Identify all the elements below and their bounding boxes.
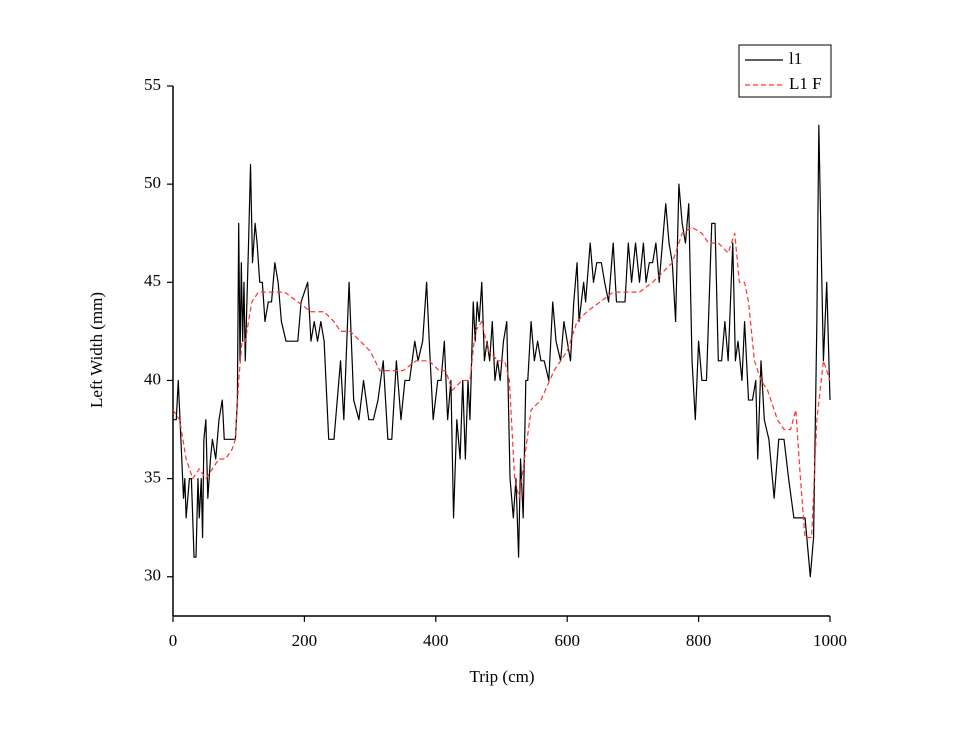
legend-label: L1 F (789, 74, 822, 93)
legend-box (738, 44, 832, 98)
y-tick-label: 30 (144, 566, 161, 585)
y-axis-label: Left Width (mm) (87, 292, 106, 408)
x-tick-label: 600 (554, 631, 580, 650)
x-axis-label: Trip (cm) (469, 667, 534, 686)
y-tick-label: 45 (144, 271, 161, 290)
x-tick-label: 400 (423, 631, 449, 650)
y-tick-label: 55 (144, 75, 161, 94)
x-tick-label: 0 (169, 631, 178, 650)
y-tick-label: 35 (144, 467, 161, 486)
legend-label: l1 (789, 49, 802, 68)
data-line (172, 226, 831, 539)
y-tick-label: 40 (144, 369, 161, 388)
x-tick-label: 200 (292, 631, 318, 650)
y-tick-label: 50 (144, 173, 161, 192)
x-tick-label: 1000 (813, 631, 847, 650)
x-tick-label: 800 (686, 631, 712, 650)
data-line (173, 124, 831, 578)
